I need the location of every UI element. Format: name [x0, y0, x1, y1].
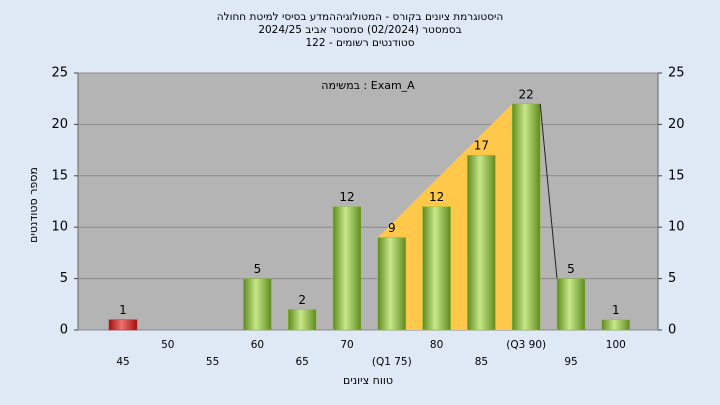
- trend-line: [539, 103, 558, 279]
- x-tick-label: 55: [206, 356, 219, 368]
- x-tick-label: 65: [296, 356, 309, 368]
- bar: [467, 154, 496, 331]
- chart-subtitle: סטודנטים רשומים - 122: [305, 37, 414, 49]
- y-tick-label: 25: [51, 66, 68, 81]
- data-label: 1: [119, 303, 127, 317]
- y-tick-label: 20: [51, 117, 68, 132]
- data-label: 12: [429, 190, 444, 204]
- bar: [601, 319, 631, 331]
- y2-tick-label: 5: [668, 271, 676, 286]
- bar: [556, 278, 586, 331]
- chart-title: היסטוגרמת ציונים בקורס - המטולוגיההמדע ב…: [217, 11, 504, 23]
- y-tick-label: 5: [60, 271, 68, 286]
- data-label: 12: [339, 190, 354, 204]
- x-tick-label: 70: [340, 339, 353, 351]
- x-tick-label: 100: [606, 339, 626, 351]
- bar: [511, 103, 541, 331]
- y2-tick-label: 25: [668, 66, 685, 81]
- y2-tick-label: 0: [668, 323, 676, 338]
- x-axis-label: טווח ציונים: [343, 374, 393, 387]
- bar: [287, 309, 317, 331]
- data-label: 5: [254, 262, 262, 276]
- bar: [108, 319, 138, 331]
- data-label: 1: [612, 303, 620, 317]
- x-tick-label: 85: [475, 356, 488, 368]
- x-tick-label: 45: [116, 356, 129, 368]
- x-tick-label: 60: [251, 339, 264, 351]
- data-label: 2: [298, 293, 306, 307]
- bar: [377, 237, 407, 331]
- y2-tick-label: 20: [668, 117, 685, 132]
- annotation: במשימה : Exam_A: [321, 79, 415, 92]
- bar: [243, 278, 272, 331]
- chart-subtitle: בסמסטר (02/2024) סמסטר אביב 2024/25: [258, 24, 461, 36]
- x-tick-label: (Q3 90): [506, 339, 546, 351]
- x-tick-label: 50: [161, 339, 174, 351]
- y-tick-label: 0: [60, 323, 68, 338]
- y-tick-label: 15: [51, 168, 68, 183]
- data-label: 5: [567, 262, 575, 276]
- data-label: 17: [474, 139, 489, 153]
- bar: [332, 206, 362, 331]
- x-tick-label: (Q1 75): [372, 356, 412, 368]
- y2-tick-label: 15: [668, 168, 685, 183]
- y2-tick-label: 10: [668, 220, 685, 235]
- data-label: 22: [519, 87, 534, 101]
- x-tick-label: 80: [430, 339, 443, 351]
- x-tick-label: 95: [564, 356, 577, 368]
- bar: [422, 206, 451, 331]
- y-tick-label: 10: [51, 220, 68, 235]
- data-label: 9: [388, 221, 396, 235]
- y-axis-label: מספר סטודנטים: [27, 167, 40, 243]
